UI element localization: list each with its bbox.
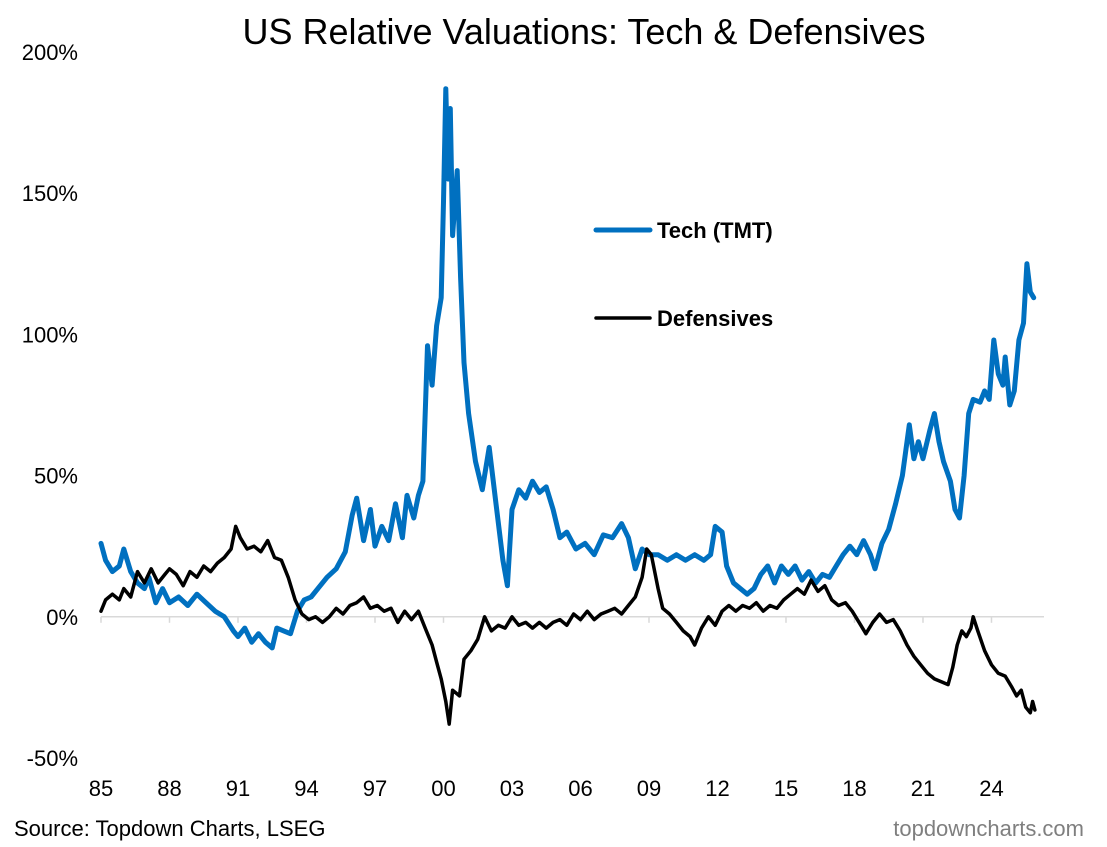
y-tick-label: 150% [22, 181, 78, 206]
series-line-defensives [99, 524, 1037, 726]
y-tick-label: -50% [27, 746, 78, 771]
site-watermark: topdowncharts.com [893, 816, 1084, 841]
x-tick-label: 91 [226, 776, 250, 801]
x-tick-label: 06 [568, 776, 592, 801]
chart-title: US Relative Valuations: Tech & Defensive… [242, 11, 925, 52]
x-tick-label: 97 [363, 776, 387, 801]
x-tick-label: 88 [157, 776, 181, 801]
y-axis-tick-labels: 200% 150% 100% 50% 0% -50% [22, 40, 78, 771]
legend: Tech (TMT) Defensives [593, 218, 773, 331]
legend-label: Defensives [657, 306, 773, 331]
x-tick-label: 18 [842, 776, 866, 801]
y-tick-label: 0% [46, 605, 78, 630]
x-tick-label: 12 [705, 776, 729, 801]
legend-label: Tech (TMT) [657, 218, 773, 243]
x-tick-label: 94 [294, 776, 318, 801]
x-tick-label: 03 [500, 776, 524, 801]
x-tick-label: 21 [911, 776, 935, 801]
x-tick-label: 09 [637, 776, 661, 801]
y-tick-label: 100% [22, 322, 78, 347]
x-tick-label: 85 [89, 776, 113, 801]
x-axis-tick-labels: 85 88 91 94 97 00 03 06 09 12 15 18 21 24 [89, 776, 1004, 801]
x-tick-label: 00 [431, 776, 455, 801]
y-tick-label: 50% [34, 464, 78, 489]
series-line-tech-tmt [98, 86, 1037, 651]
x-tick-label: 15 [774, 776, 798, 801]
x-tick-label: 24 [979, 776, 1003, 801]
series-lines [98, 86, 1037, 726]
y-tick-label: 200% [22, 40, 78, 65]
source-note: Source: Topdown Charts, LSEG [14, 816, 325, 841]
